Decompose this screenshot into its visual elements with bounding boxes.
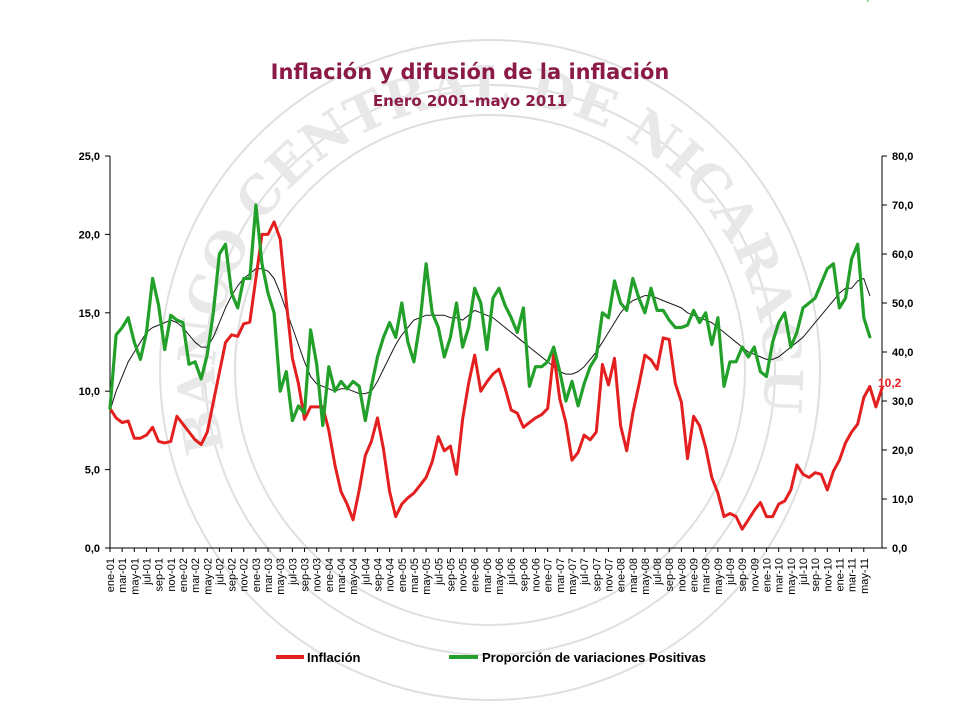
y-right-tick-label: 80,0 bbox=[892, 151, 913, 163]
x-tick-label: jul-10 bbox=[798, 558, 810, 586]
x-tick-label: mar-07 bbox=[555, 558, 567, 593]
y-right-tick-label: 0,0 bbox=[892, 543, 907, 555]
x-tick-label: nov-08 bbox=[676, 558, 688, 592]
y-right-tick-label: 70,0 bbox=[892, 200, 913, 212]
x-tick-label: jul-06 bbox=[506, 558, 518, 586]
x-tick-label: may-01 bbox=[129, 558, 141, 595]
x-tick-label: ene-07 bbox=[543, 558, 555, 592]
x-tick-label: may-07 bbox=[567, 558, 579, 595]
x-tick-label: may-03 bbox=[275, 558, 287, 595]
x-tick-label: nov-01 bbox=[166, 558, 178, 592]
x-tick-label: nov-09 bbox=[749, 558, 761, 592]
x-tick-label: ene-04 bbox=[324, 558, 336, 592]
x-tick-label: may-09 bbox=[713, 558, 725, 595]
x-tick-label: ene-05 bbox=[397, 558, 409, 592]
end-labels: 10,2 43,1 bbox=[853, 0, 902, 390]
x-tick-label: mar-05 bbox=[409, 558, 421, 593]
x-tick-label: mar-06 bbox=[482, 558, 494, 593]
x-tick-label: ene-10 bbox=[762, 558, 774, 592]
x-tick-label: may-05 bbox=[421, 558, 433, 595]
end-label-inflacion: 10,2 bbox=[878, 376, 902, 390]
x-tick-label: jul-02 bbox=[214, 558, 226, 586]
x-tick-label: mar-04 bbox=[336, 558, 348, 593]
x-tick-label: ene-01 bbox=[105, 558, 117, 592]
x-tick-label: jul-03 bbox=[287, 558, 299, 586]
y-right-tick-label: 60,0 bbox=[892, 249, 913, 261]
x-tick-label: mar-09 bbox=[701, 558, 713, 593]
end-label-proporcion: 43,1 bbox=[853, 0, 877, 3]
chart-title: Inflación y difusión de la inflación bbox=[271, 60, 670, 84]
x-tick-label: mar-03 bbox=[263, 558, 275, 593]
x-tick-label: sep-08 bbox=[664, 558, 676, 592]
y-right-tick-label: 30,0 bbox=[892, 396, 913, 408]
x-tick-label: mar-01 bbox=[117, 558, 129, 593]
x-tick-label: ene-06 bbox=[470, 558, 482, 592]
x-tick-label: ene-11 bbox=[834, 558, 846, 591]
chart-subtitle: Enero 2001-mayo 2011 bbox=[373, 92, 567, 110]
x-tick-label: may-10 bbox=[786, 558, 798, 595]
watermark-text: BANCO CENTRAL DE NICARAGUA bbox=[166, 55, 813, 460]
x-tick-label: jul-05 bbox=[433, 558, 445, 586]
y-right-tick-label: 10,0 bbox=[892, 494, 913, 506]
x-tick-label: sep-05 bbox=[445, 558, 457, 592]
y-right-ticks: 0,0 10,0 20,0 30,0 40,0 50,0 60,0 70,0 80,0 bbox=[882, 151, 913, 555]
legend-label-inflacion: Inflación bbox=[307, 650, 361, 665]
x-tick-label: sep-07 bbox=[591, 558, 603, 592]
x-tick-label: mar-02 bbox=[190, 558, 202, 593]
x-tick-label: sep-09 bbox=[737, 558, 749, 592]
x-tick-label: ene-03 bbox=[251, 558, 263, 592]
x-tick-label: may-02 bbox=[202, 558, 214, 595]
x-tick-label: sep-06 bbox=[518, 558, 530, 592]
series-line-proporcion bbox=[108, 203, 872, 428]
x-tick-label: nov-02 bbox=[239, 558, 251, 592]
y-left-tick-label: 20,0 bbox=[79, 229, 100, 241]
x-tick-label: ene-02 bbox=[178, 558, 190, 592]
y-left-tick-label: 10,0 bbox=[79, 386, 100, 398]
x-tick-label: mar-08 bbox=[628, 558, 640, 593]
y-left-ticks: 0,0 5,0 10,0 15,0 20,0 25,0 bbox=[79, 151, 110, 555]
x-ticks: ene-01 mar-01 may-01 jul-01 sep-01 nov-01 ene-… bbox=[105, 548, 871, 595]
y-right-tick-label: 20,0 bbox=[892, 445, 913, 457]
x-tick-label: jul-04 bbox=[360, 558, 372, 586]
series-layer bbox=[108, 203, 884, 531]
x-tick-label: jul-08 bbox=[652, 558, 664, 586]
legend: Inflación Proporción de variaciones Posi… bbox=[276, 650, 706, 665]
x-tick-label: mar-11 bbox=[847, 558, 859, 592]
x-tick-label: sep-10 bbox=[810, 558, 822, 592]
x-tick-label: may-08 bbox=[640, 558, 652, 595]
series-line-inflacion bbox=[108, 220, 884, 531]
x-tick-label: may-04 bbox=[348, 558, 360, 595]
x-tick-label: nov-06 bbox=[531, 558, 543, 592]
x-tick-label: nov-10 bbox=[822, 558, 834, 592]
x-tick-label: jul-07 bbox=[579, 558, 591, 586]
x-tick-label: sep-03 bbox=[300, 558, 312, 592]
y-left-tick-label: 15,0 bbox=[79, 308, 100, 320]
x-tick-label: nov-03 bbox=[312, 558, 324, 592]
x-tick-label: sep-04 bbox=[372, 558, 384, 592]
x-tick-label: may-11 bbox=[859, 558, 871, 594]
x-tick-label: sep-02 bbox=[227, 558, 239, 592]
x-tick-label: ene-08 bbox=[616, 558, 628, 592]
y-left-tick-label: 25,0 bbox=[79, 151, 100, 163]
x-tick-label: nov-07 bbox=[603, 558, 615, 592]
y-right-tick-label: 40,0 bbox=[892, 347, 913, 359]
y-left-tick-label: 5,0 bbox=[85, 465, 100, 477]
x-tick-label: nov-04 bbox=[385, 558, 397, 592]
x-tick-label: jul-01 bbox=[141, 558, 153, 586]
x-tick-label: jul-09 bbox=[725, 558, 737, 586]
x-tick-label: ene-09 bbox=[689, 558, 701, 592]
legend-label-proporcion: Proporción de variaciones Positivas bbox=[482, 650, 706, 665]
y-left-tick-label: 0,0 bbox=[85, 543, 100, 555]
x-tick-label: may-06 bbox=[494, 558, 506, 595]
svg-text:BANCO CENTRAL DE NICARAGUA: BANCO CENTRAL DE NICARAGUA bbox=[166, 55, 813, 460]
x-tick-label: nov-05 bbox=[458, 558, 470, 592]
y-right-tick-label: 50,0 bbox=[892, 298, 913, 310]
x-tick-label: mar-10 bbox=[774, 558, 786, 593]
x-tick-label: sep-01 bbox=[154, 558, 166, 592]
